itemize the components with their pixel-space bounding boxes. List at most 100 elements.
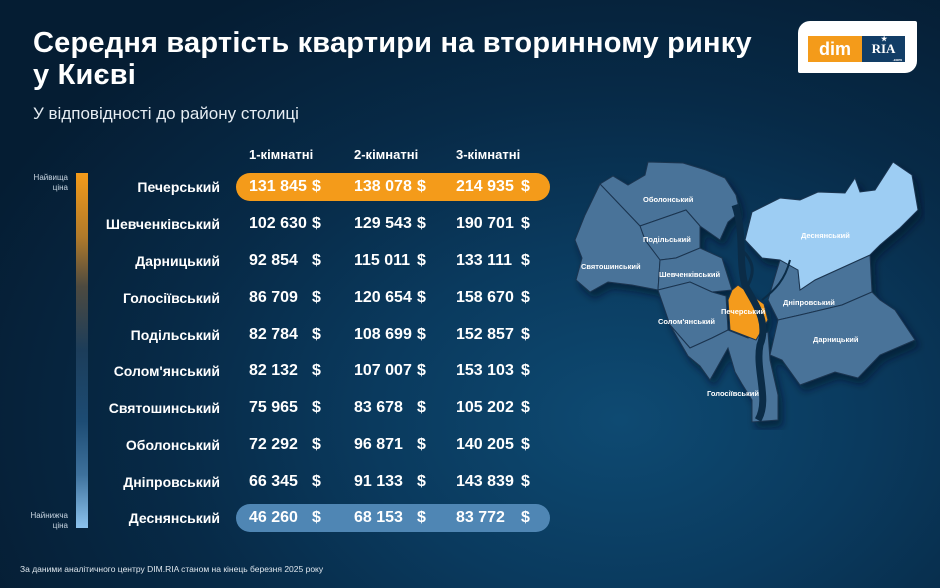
price-cell: 107 007 <box>354 362 412 379</box>
currency-symbol: $ <box>417 362 426 379</box>
currency-symbol: $ <box>312 178 321 195</box>
district-name: Печерський <box>137 179 220 195</box>
price-cell: 138 078 <box>354 178 412 195</box>
table-row: Дарницький 92 854 $115 011 $133 111 $ <box>0 247 560 275</box>
district-name: Голосіївський <box>122 290 220 306</box>
table-row: Оболонський 72 292 $96 871 $140 205 $ <box>0 431 560 459</box>
column-header-3room: 3-кімнатні <box>456 147 521 162</box>
table-row: Святошинський 75 965 $83 678 $105 202 $ <box>0 394 560 422</box>
price-cell: 153 103 <box>456 362 514 379</box>
price-cell: 115 011 <box>354 252 411 269</box>
district-desnianskyi <box>744 161 919 291</box>
currency-symbol: $ <box>312 289 321 306</box>
table-row: Голосіївський 86 709 $120 654 $158 670 $ <box>0 284 560 312</box>
price-cell: 96 871 <box>354 436 403 453</box>
currency-symbol: $ <box>417 252 426 269</box>
price-cell: 108 699 <box>354 326 412 343</box>
map-label-obolonskyi: Оболонський <box>643 195 694 204</box>
district-holosiivskyi <box>669 324 779 423</box>
column-header-1room: 1-кімнатні <box>249 147 314 162</box>
price-cell: 120 654 <box>354 289 412 306</box>
currency-symbol: $ <box>312 215 321 232</box>
price-cell: 86 709 <box>249 289 298 306</box>
star-icon: ★ <box>881 35 888 43</box>
currency-symbol: $ <box>312 473 321 490</box>
currency-symbol: $ <box>312 509 321 526</box>
currency-symbol: $ <box>312 362 321 379</box>
currency-symbol: $ <box>312 436 321 453</box>
district-sviatoshynskyi <box>574 183 661 293</box>
district-darnytskyi <box>769 291 916 386</box>
price-cell: 105 202 <box>456 399 514 416</box>
map-label-pecherskyi: Печерський <box>721 307 766 316</box>
district-name: Дніпровський <box>123 474 220 490</box>
price-cell: 91 133 <box>354 473 403 490</box>
table-row: Подільський 82 784 $108 699 $152 857 $ <box>0 321 560 349</box>
map-label-solomianskyi: Солом'янський <box>658 317 715 326</box>
price-cell: 102 630 <box>249 215 307 232</box>
price-cell: 140 205 <box>456 436 514 453</box>
table-row: Печерський 131 845 $138 078 $214 935 $ <box>0 173 560 201</box>
map-label-shevchenkivskyi: Шевченківський <box>659 270 720 279</box>
district-name: Подільський <box>130 327 220 343</box>
currency-symbol: $ <box>417 473 426 490</box>
currency-symbol: $ <box>417 215 426 232</box>
price-cell: 143 839 <box>456 473 514 490</box>
price-cell: 158 670 <box>456 289 514 306</box>
map-label-podilskyi: Подільський <box>643 235 691 244</box>
currency-symbol: $ <box>521 326 530 343</box>
currency-symbol: $ <box>312 326 321 343</box>
lowest-price-highlight <box>236 504 550 532</box>
source-note: За даними аналітичного центру DIM.RIA ст… <box>20 564 324 574</box>
table-row: Солом'янський 82 132 $107 007 $153 103 $ <box>0 357 560 385</box>
currency-symbol: $ <box>521 215 530 232</box>
currency-symbol: $ <box>417 326 426 343</box>
currency-symbol: $ <box>417 509 426 526</box>
map-label-desnianskyi: Деснянський <box>801 231 850 240</box>
price-cell: 152 857 <box>456 326 514 343</box>
price-cell: 92 854 <box>249 252 298 269</box>
currency-symbol: $ <box>521 289 530 306</box>
highest-price-highlight <box>236 173 550 201</box>
legend-highest-label: Найвища ціна <box>33 173 68 192</box>
map-label-dniprovskyi: Дніпровський <box>783 298 835 307</box>
table-row: Дніпровський 66 345 $91 133 $143 839 $ <box>0 468 560 496</box>
currency-symbol: $ <box>312 399 321 416</box>
currency-symbol: $ <box>417 178 426 195</box>
price-cell: 131 845 <box>249 178 307 195</box>
district-name: Деснянський <box>128 510 220 526</box>
map-label-darnytskyi: Дарницький <box>813 335 859 344</box>
district-name: Солом'янський <box>113 363 220 379</box>
currency-symbol: $ <box>417 289 426 306</box>
currency-symbol: $ <box>312 252 321 269</box>
price-cell: 133 111 <box>456 252 513 269</box>
page-subtitle: У відповідності до району столиці <box>33 104 299 123</box>
page-title: Середня вартість квартири на вторинному … <box>33 27 752 91</box>
currency-symbol: $ <box>521 178 530 195</box>
table-row: Шевченківський 102 630 $129 543 $190 701 $ <box>0 210 560 238</box>
price-cell: 82 132 <box>249 362 298 379</box>
dimria-logo[interactable]: dim ★ RIA .com <box>798 21 917 73</box>
district-name: Шевченківський <box>105 216 220 232</box>
currency-symbol: $ <box>521 509 530 526</box>
price-cell: 214 935 <box>456 178 514 195</box>
logo-ria: ★ RIA .com <box>862 35 905 62</box>
price-cell: 82 784 <box>249 326 298 343</box>
dnipro-river <box>731 203 767 422</box>
legend-lowest-label: Найнижча ціна <box>30 511 68 530</box>
currency-symbol: $ <box>521 252 530 269</box>
currency-symbol: $ <box>417 436 426 453</box>
currency-symbol: $ <box>521 436 530 453</box>
price-cell: 46 260 <box>249 509 298 526</box>
district-name: Оболонський <box>125 437 220 453</box>
price-cell: 83 678 <box>354 399 403 416</box>
price-cell: 68 153 <box>354 509 403 526</box>
map-label-holosiivskyi: Голосіївський <box>707 389 759 398</box>
district-name: Дарницький <box>135 253 220 269</box>
price-cell: 72 292 <box>249 436 298 453</box>
district-name: Святошинський <box>108 400 220 416</box>
price-gradient-scale <box>76 173 88 528</box>
currency-symbol: $ <box>521 473 530 490</box>
price-cell: 190 701 <box>456 215 514 232</box>
currency-symbol: $ <box>417 399 426 416</box>
